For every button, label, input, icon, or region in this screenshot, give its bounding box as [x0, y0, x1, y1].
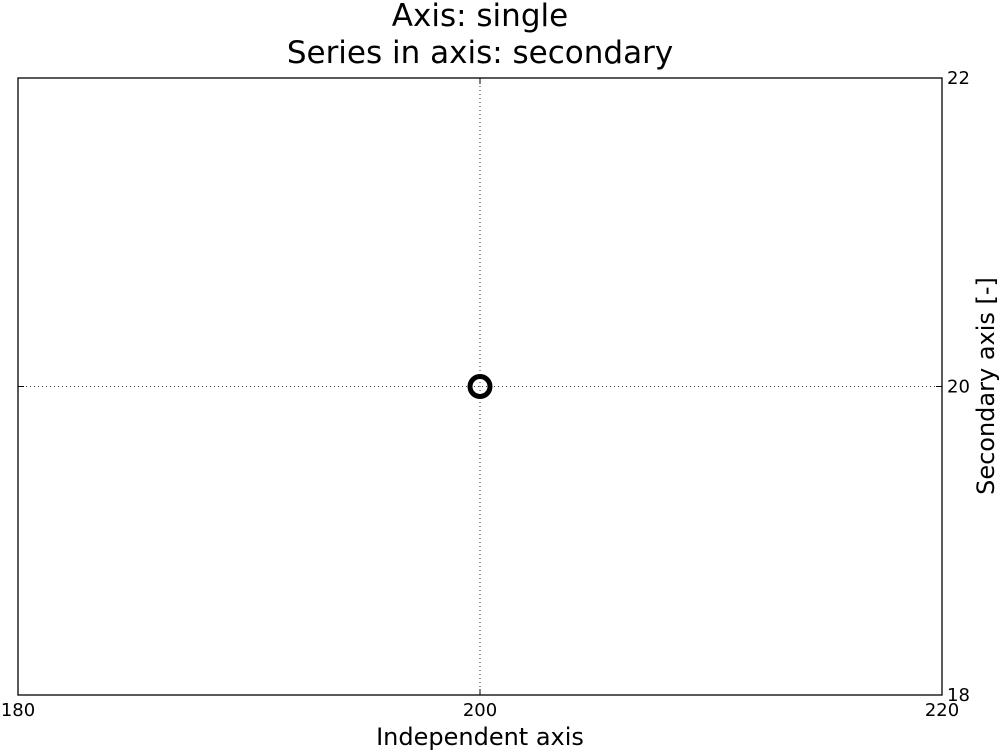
grid-lines [18, 78, 942, 695]
data-marks [467, 374, 493, 399]
chart-title-line-1: Axis: single [392, 0, 568, 34]
y2-tick-label: 18 [947, 685, 970, 706]
axis-ticks [17, 77, 943, 696]
chart-title-line-2: Series in axis: secondary [287, 35, 673, 71]
y2-tick-label: 22 [947, 68, 970, 89]
x-axis-label: Independent axis [376, 723, 584, 750]
x-tick-label: 220 [925, 700, 959, 721]
data-point-hollow-circle [467, 374, 493, 399]
y2-tick-label: 20 [947, 377, 970, 398]
x-tick-label: 180 [1, 700, 35, 721]
x-tick-label: 200 [463, 700, 497, 721]
secondary-y-axis-label: Secondary axis [-] [972, 277, 1000, 495]
